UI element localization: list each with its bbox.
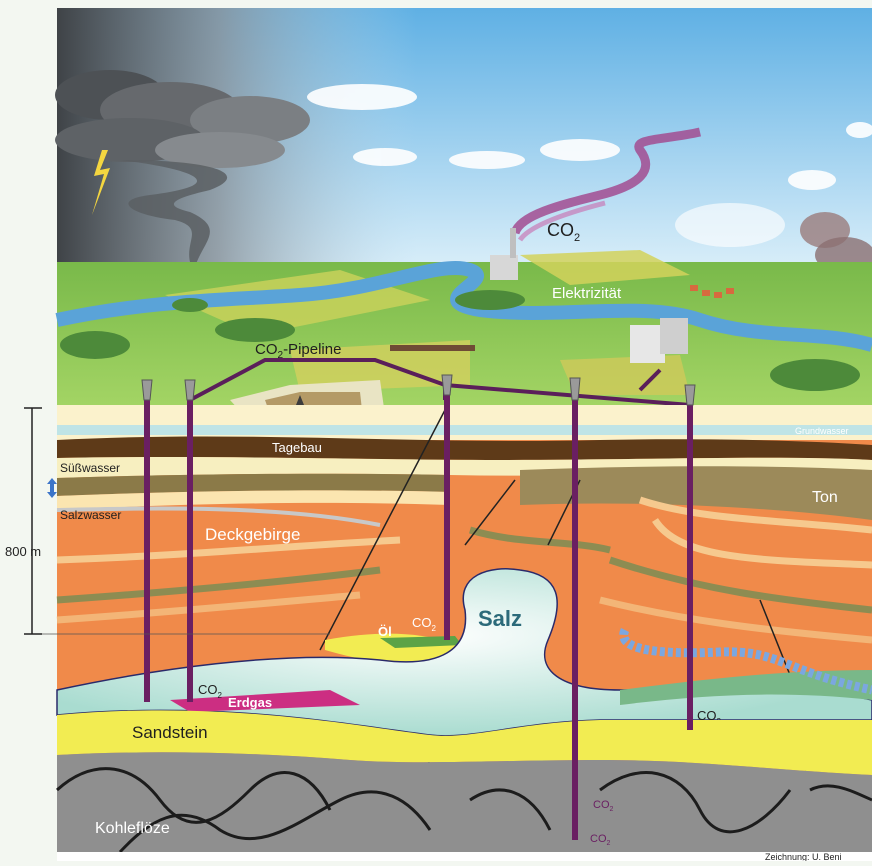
aquifer-right: [620, 670, 872, 705]
forests: [60, 290, 860, 391]
co2-deep1-label: CO2: [593, 799, 614, 813]
storm-clouds: [55, 70, 310, 168]
river: [55, 260, 872, 352]
co2-emission-plume-inner: [517, 200, 606, 242]
lightning-bolt-icon: [92, 150, 110, 215]
coal-seam-folds: [55, 767, 872, 854]
ton-label: Ton: [812, 489, 838, 506]
suesswasser-label: Süßwasser: [60, 461, 120, 475]
co2-oel-label: CO2: [412, 615, 437, 633]
well-heads: [141, 374, 696, 406]
lignite-layer: [57, 436, 872, 460]
coal-seams: [57, 752, 872, 852]
cavern-pipeline: [619, 627, 872, 695]
co2-deep2-label: CO2: [590, 833, 611, 847]
power-plant-bottom: [630, 318, 688, 363]
elektrizitaet-label: Elektrizität: [552, 285, 622, 302]
kohlefloeze-label: Kohleflöze: [95, 820, 170, 837]
saltwater-layer: [57, 490, 450, 510]
credit-label: Zeichnung: U. Beni: [765, 852, 842, 861]
co2-erdgas-label: CO2: [198, 682, 223, 700]
salt-water-interface: [56, 506, 381, 527]
groundwater-layer: [57, 425, 872, 435]
fair-weather-clouds: [307, 84, 872, 247]
co2-sky-label: CO2: [547, 220, 580, 244]
depth-scale: [24, 407, 330, 635]
oil-layer: [380, 636, 462, 648]
injection-wells: [144, 385, 693, 840]
deckgebirge-label: Deckgebirge: [205, 525, 300, 544]
shale-layer: [57, 473, 450, 496]
clay-layer: [520, 466, 872, 520]
sandstein-label: Sandstein: [132, 723, 208, 742]
village: [690, 285, 734, 298]
erdgas-label: Erdgas: [228, 695, 272, 710]
co2-pipeline-overland-2: [444, 368, 691, 407]
erdgas-layer: [170, 690, 360, 712]
co2-emission-plume: [510, 127, 702, 235]
tagebau-label: Tagebau: [272, 440, 322, 455]
depth-label: 800 m: [5, 544, 41, 559]
sandstone-layer: [57, 710, 872, 775]
oel-label: Öl: [378, 624, 392, 639]
field-2: [520, 250, 690, 285]
credit-bar: [57, 852, 872, 861]
field-4: [560, 355, 690, 395]
water-interface-arrow-icon: [47, 478, 57, 498]
salzwasser-label: Salzwasser: [60, 508, 121, 522]
power-plant-top: [490, 228, 518, 280]
sediment-bands: [56, 496, 872, 644]
co2-pipeline-label: CO2-Pipeline: [255, 341, 341, 361]
grundwasser-label: Grundwasser: [795, 426, 849, 436]
salz-label: Salz: [478, 606, 522, 631]
tornado: [120, 160, 228, 264]
train: [390, 345, 475, 351]
